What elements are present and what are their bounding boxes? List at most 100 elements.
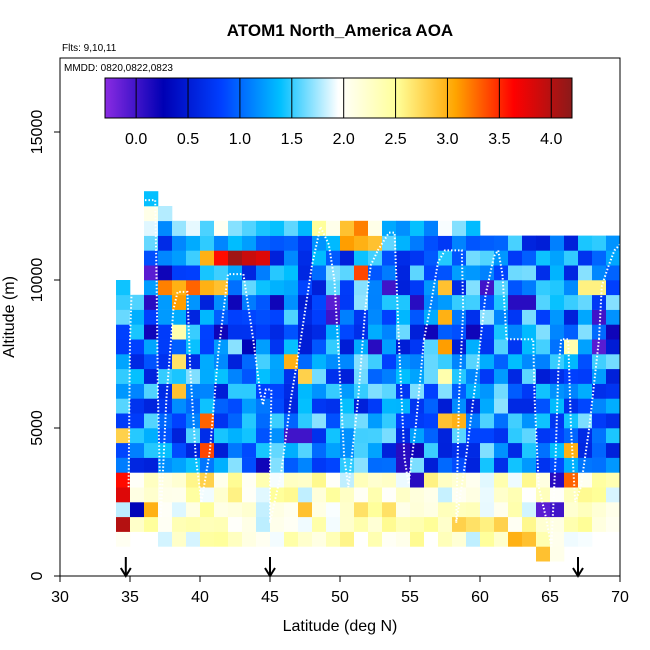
heatmap-cell xyxy=(256,368,271,384)
heatmap-cell xyxy=(284,354,299,370)
heatmap-cell xyxy=(550,546,565,562)
heatmap-cell xyxy=(172,265,187,281)
heatmap-cells xyxy=(116,191,620,562)
heatmap-cell xyxy=(382,383,397,399)
heatmap-cell xyxy=(410,531,425,547)
heatmap-cell xyxy=(424,413,439,429)
heatmap-cell xyxy=(130,309,145,325)
heatmap-cell xyxy=(144,309,159,325)
heatmap-cell xyxy=(368,472,383,488)
heatmap-cell xyxy=(354,280,369,296)
heatmap-cell xyxy=(214,457,229,473)
heatmap-cell xyxy=(368,309,383,325)
heatmap-cell xyxy=(158,220,173,236)
heatmap-cell xyxy=(214,442,229,458)
heatmap-cell xyxy=(186,472,201,488)
heatmap-cell xyxy=(340,428,355,444)
heatmap-cell xyxy=(200,516,215,532)
heatmap-cell xyxy=(368,368,383,384)
heatmap-cell xyxy=(424,309,439,325)
heatmap-cell xyxy=(424,428,439,444)
heatmap-cell xyxy=(368,354,383,370)
heatmap-cell xyxy=(312,398,327,414)
heatmap-cell xyxy=(550,502,565,518)
heatmap-cell xyxy=(396,250,411,266)
heatmap-cell xyxy=(200,309,215,325)
heatmap-cell xyxy=(270,354,285,370)
heatmap-cell xyxy=(130,487,145,503)
heatmap-cell xyxy=(298,502,313,518)
heatmap-cell xyxy=(172,531,187,547)
heatmap-cell xyxy=(410,457,425,473)
heatmap-cell xyxy=(606,294,620,310)
heatmap-cell xyxy=(382,502,397,518)
heatmap-cell xyxy=(116,398,131,414)
heatmap-cell xyxy=(298,487,313,503)
heatmap-cell xyxy=(130,354,145,370)
heatmap-cell xyxy=(270,309,285,325)
heatmap-cell xyxy=(578,472,593,488)
heatmap-cell xyxy=(508,235,523,251)
heatmap-cell xyxy=(326,265,341,281)
heatmap-cell xyxy=(396,265,411,281)
heatmap-cell xyxy=(438,324,453,340)
heatmap-cell xyxy=(410,502,425,518)
heatmap-cell xyxy=(242,265,257,281)
heatmap-cell xyxy=(116,368,131,384)
colorbar-tick-label: 3.5 xyxy=(488,131,510,148)
heatmap-cell xyxy=(354,428,369,444)
heatmap-cell xyxy=(144,516,159,532)
heatmap-cell xyxy=(452,220,467,236)
heatmap-cell xyxy=(326,398,341,414)
heatmap-cell xyxy=(256,354,271,370)
heatmap-cell xyxy=(158,250,173,266)
heatmap-cell xyxy=(200,472,215,488)
dates-note: MMDD: 0820,0822,0823 xyxy=(64,63,173,74)
heatmap-cell xyxy=(298,516,313,532)
heatmap-cell xyxy=(536,487,551,503)
heatmap-cell xyxy=(396,487,411,503)
heatmap-cell xyxy=(284,339,299,355)
heatmap-cell xyxy=(382,472,397,488)
heatmap-cell xyxy=(508,368,523,384)
heatmap-cell xyxy=(144,265,159,281)
heatmap-cell xyxy=(578,398,593,414)
heatmap-cell xyxy=(396,502,411,518)
heatmap-cell xyxy=(578,413,593,429)
heatmap-cell xyxy=(466,383,481,399)
heatmap-cell xyxy=(494,235,509,251)
heatmap-cell xyxy=(186,368,201,384)
heatmap-cell xyxy=(312,368,327,384)
heatmap-cell xyxy=(494,398,509,414)
heatmap-cell xyxy=(214,472,229,488)
heatmap-cell xyxy=(158,398,173,414)
heatmap-cell xyxy=(228,235,243,251)
heatmap-cell xyxy=(550,309,565,325)
heatmap-cell xyxy=(592,265,607,281)
heatmap-cell xyxy=(606,354,620,370)
heatmap-cell xyxy=(354,398,369,414)
heatmap-cell xyxy=(606,280,620,296)
heatmap-cell xyxy=(284,413,299,429)
heatmap-cell xyxy=(508,309,523,325)
x-tick-label: 40 xyxy=(191,589,209,606)
heatmap-cell xyxy=(298,265,313,281)
heatmap-cell xyxy=(270,428,285,444)
heatmap-cell xyxy=(284,428,299,444)
heatmap-cell xyxy=(368,398,383,414)
heatmap-cell xyxy=(564,324,579,340)
heatmap-cell xyxy=(452,487,467,503)
heatmap-cell xyxy=(186,516,201,532)
heatmap-cell xyxy=(382,265,397,281)
marker-arrow-head xyxy=(264,567,276,578)
heatmap-cell xyxy=(550,339,565,355)
heatmap-cell xyxy=(354,265,369,281)
heatmap-cell xyxy=(466,516,481,532)
heatmap-cell xyxy=(200,220,215,236)
heatmap-cell xyxy=(536,324,551,340)
heatmap-cell xyxy=(550,280,565,296)
heatmap-cell xyxy=(312,383,327,399)
heatmap-cell xyxy=(452,457,467,473)
heatmap-cell xyxy=(550,235,565,251)
heatmap-cell xyxy=(382,487,397,503)
